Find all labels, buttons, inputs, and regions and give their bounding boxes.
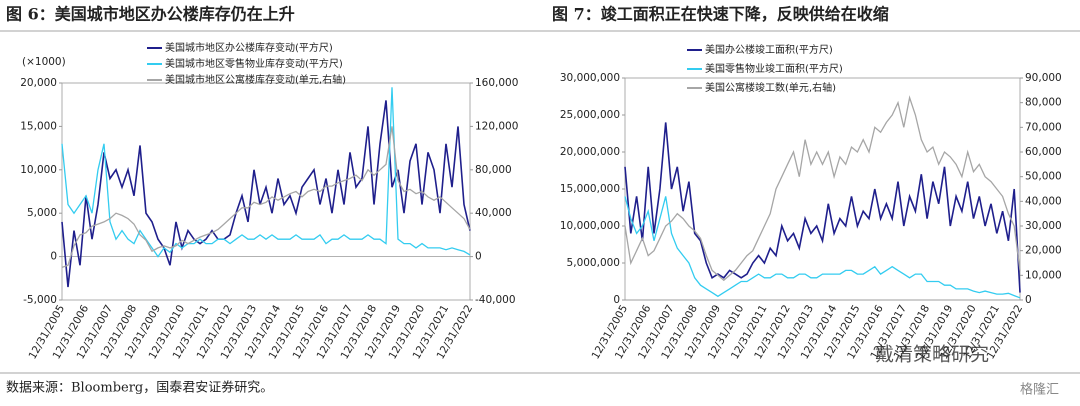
y-tick-label: 0 xyxy=(613,294,620,306)
series-line xyxy=(61,126,471,269)
legend-label: 美国城市地区公寓楼库存变动(单元,右轴) xyxy=(165,73,346,86)
y-tick-label: 20,000 xyxy=(20,77,57,89)
y2-tick-label: 20,000 xyxy=(1025,245,1062,257)
legend-label: 美国城市地区办公楼库存变动(平方尺) xyxy=(165,41,333,54)
y2-tick-label: 30,000 xyxy=(1025,220,1062,232)
y-tick-label: 10,000,000 xyxy=(560,220,620,232)
y-tick-label: 5,000 xyxy=(27,207,57,219)
series-line xyxy=(624,196,1021,299)
y-tick-label: -5,000 xyxy=(23,294,57,306)
y2-tick-label: 10,000 xyxy=(1025,269,1062,281)
legend-label: 美国城市地区零售物业库存变动(平方尺) xyxy=(165,57,343,70)
source: 数据来源：Bloomberg，国泰君安证券研究。 xyxy=(6,380,273,396)
y2-tick-label: 160,000 xyxy=(475,77,518,89)
y-tick-label: 20,000,000 xyxy=(560,146,620,158)
y2-tick-label: 50,000 xyxy=(1025,171,1062,183)
y-tick-label: 30,000,000 xyxy=(560,72,620,84)
y-tick-label: 10,000 xyxy=(20,164,57,176)
y2-tick-label: 40,000 xyxy=(1025,195,1062,207)
y-tick-label: 15,000 xyxy=(20,120,57,132)
y2-tick-label: 80,000 xyxy=(1025,97,1062,109)
y2-tick-label: 0 xyxy=(1025,294,1032,306)
y-tick-label: 15,000,000 xyxy=(560,183,620,195)
watermark: 戴清策略研究 xyxy=(875,344,989,366)
series-line xyxy=(61,87,471,258)
chart-title: 图 7：竣工面积正在快速下降，反映供给在收缩 xyxy=(552,5,889,24)
plot-frame xyxy=(624,77,1021,301)
y2-tick-label: -40,000 xyxy=(475,294,516,306)
series-line xyxy=(624,95,1021,282)
series-line xyxy=(624,122,1021,293)
legend-label: 美国办公楼竣工面积(平方尺) xyxy=(705,43,833,56)
watermark: 格隆汇 xyxy=(1020,382,1059,398)
y-tick-label: 25,000,000 xyxy=(560,109,620,121)
y2-tick-label: 80,000 xyxy=(475,164,512,176)
y2-tick-label: 0 xyxy=(475,251,482,263)
chart-title: 图 6：美国城市地区办公楼库存仍在上升 xyxy=(6,5,295,24)
y-tick-label: 0 xyxy=(50,251,57,263)
y-axis-label: (×1000) xyxy=(22,56,66,68)
legend-label: 美国公寓楼竣工数(单元,右轴) xyxy=(705,81,836,94)
plot-frame xyxy=(61,82,471,301)
y2-tick-label: 60,000 xyxy=(1025,146,1062,158)
y2-tick-label: 40,000 xyxy=(475,207,512,219)
y-tick-label: 5,000,000 xyxy=(567,257,620,269)
legend-label: 美国零售物业竣工面积(平方尺) xyxy=(705,62,843,75)
y2-tick-label: 70,000 xyxy=(1025,121,1062,133)
y2-tick-label: 90,000 xyxy=(1025,72,1062,84)
y2-tick-label: 120,000 xyxy=(475,120,518,132)
series-line xyxy=(61,100,471,288)
